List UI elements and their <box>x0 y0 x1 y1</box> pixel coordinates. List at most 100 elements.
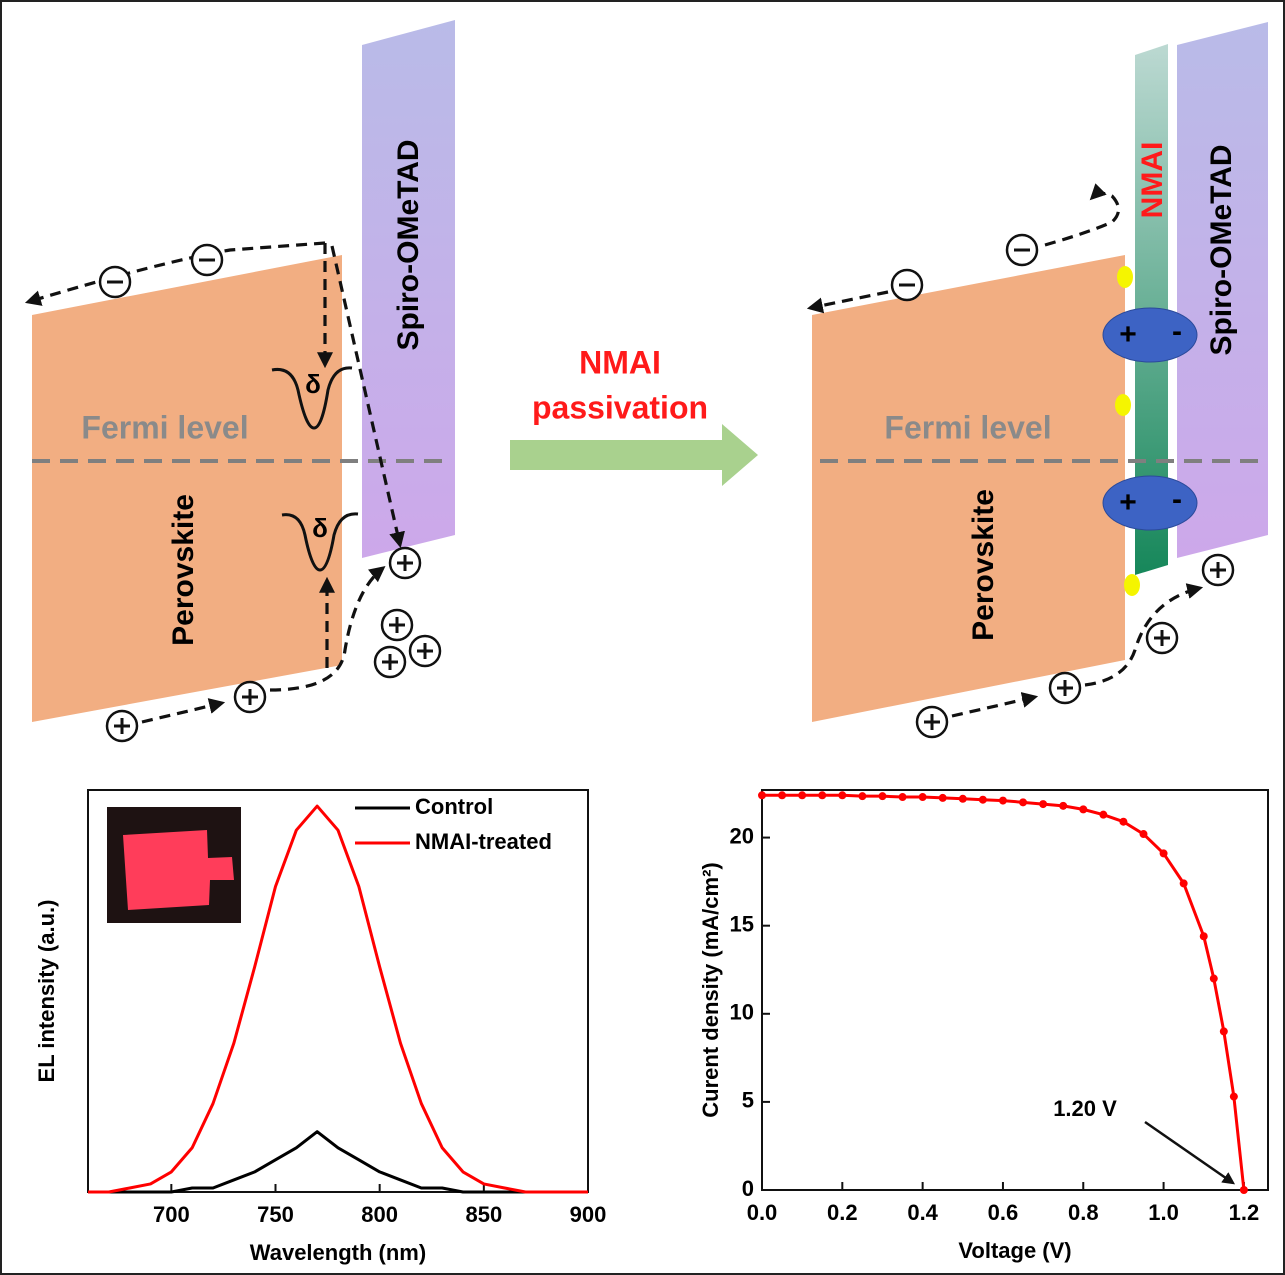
plot-frame <box>761 789 1269 1191</box>
fermi-label: Fermi level <box>81 409 248 445</box>
data-point <box>838 791 847 800</box>
hole <box>1145 621 1179 655</box>
y-tick-label: 20 <box>730 823 754 848</box>
hole <box>408 634 442 668</box>
passivant <box>1117 266 1133 288</box>
data-point <box>1159 849 1168 858</box>
trap-label: δ <box>305 369 321 399</box>
data-point <box>998 796 1007 805</box>
emitting-pixel <box>123 830 234 910</box>
y-axis-title: Curent density (mA/cm²) <box>698 862 723 1117</box>
electron <box>98 265 132 299</box>
data-point <box>1179 879 1188 888</box>
electron <box>190 243 224 277</box>
transition-label: passivation <box>532 389 708 425</box>
y-tick-label: 10 <box>730 1000 754 1025</box>
data-point <box>1209 974 1218 983</box>
data-point <box>1199 932 1208 941</box>
transition-label: NMAI <box>579 344 661 380</box>
series-line <box>88 804 588 1194</box>
x-tick-label: 900 <box>570 1202 607 1227</box>
x-tick-label: 800 <box>361 1202 398 1227</box>
data-point <box>918 793 927 802</box>
perovskite-label: Perovskite <box>967 489 1000 641</box>
x-tick-label: 0.8 <box>1068 1200 1099 1225</box>
data-point <box>798 791 807 800</box>
trap-well <box>281 512 359 572</box>
data-point <box>1099 810 1108 819</box>
hole-path <box>951 692 1039 718</box>
electron-path <box>806 290 889 314</box>
electron-path <box>330 245 405 549</box>
legend-label: NMAI-treated <box>415 829 552 854</box>
dipole <box>1102 307 1198 363</box>
dipole-sign: + <box>1119 318 1137 351</box>
hole-path <box>141 698 226 724</box>
data-point <box>1229 1092 1238 1101</box>
data-point <box>978 795 987 804</box>
spiro-block <box>362 20 455 558</box>
spiro-block <box>1177 22 1268 558</box>
transition-arrow <box>510 424 758 486</box>
x-tick-label: 0.4 <box>907 1200 938 1225</box>
hole <box>1201 553 1235 587</box>
legend-label: Control <box>415 794 493 819</box>
data-point <box>1019 798 1028 807</box>
perovskite-block <box>812 255 1125 722</box>
x-tick-label: 750 <box>257 1202 294 1227</box>
nmai-label: NMAI <box>1136 142 1169 219</box>
hole <box>233 680 267 714</box>
dipole-sign: - <box>1172 315 1182 348</box>
y-tick-label: 5 <box>742 1088 754 1113</box>
perovskite-block <box>32 255 342 722</box>
data-point <box>898 793 907 802</box>
band-diagram-after: Fermi level Perovskite NMAI Spiro-OMeTAD… <box>806 22 1268 722</box>
y-tick-label: 15 <box>730 911 754 936</box>
data-point <box>1059 801 1068 810</box>
x-axis-title: Voltage (V) <box>958 1238 1071 1263</box>
transition: NMAI passivation <box>510 344 758 486</box>
data-point <box>818 791 827 800</box>
fermi-label: Fermi level <box>884 409 1051 445</box>
dipole-sign: + <box>1119 486 1137 519</box>
data-point <box>1239 1186 1248 1194</box>
electron-path <box>1044 183 1121 247</box>
data-point <box>1079 805 1088 814</box>
annotation-arrow <box>1144 1120 1236 1185</box>
data-point <box>878 792 887 801</box>
x-tick-label: 850 <box>465 1202 502 1227</box>
inset-photo <box>107 807 241 923</box>
data-point <box>1119 817 1128 826</box>
data-point <box>938 793 947 802</box>
x-axis-title: Wavelength (nm) <box>250 1240 426 1265</box>
spiro-label: Spiro-OMeTAD <box>1205 144 1238 355</box>
electron <box>1005 233 1039 267</box>
x-tick-label: 700 <box>153 1202 190 1227</box>
plot-frame <box>87 789 589 1193</box>
data-point <box>1219 1027 1228 1036</box>
y-axis-title: EL intensity (a.u.) <box>34 900 59 1083</box>
trap-label: δ <box>312 513 328 543</box>
data-point <box>778 791 787 800</box>
hole-path <box>269 566 386 692</box>
hole <box>105 709 139 743</box>
x-tick-label: 0.0 <box>747 1200 778 1225</box>
passivant <box>1124 574 1140 596</box>
passivant <box>1115 394 1131 416</box>
electron <box>890 268 924 302</box>
hole <box>388 546 422 580</box>
hole <box>373 645 407 679</box>
data-point <box>1139 830 1148 839</box>
data-point <box>958 794 967 803</box>
data-point <box>758 791 766 800</box>
hole <box>380 608 414 642</box>
x-tick-label: 1.2 <box>1229 1200 1260 1225</box>
hole <box>1048 671 1082 705</box>
y-tick-label: 0 <box>742 1176 754 1201</box>
annotation: 1.20 V <box>1053 1096 1117 1121</box>
trap-well <box>271 366 353 430</box>
spiro-label: Spiro-OMeTAD <box>392 139 425 350</box>
hole-path <box>1084 583 1204 687</box>
dipole-sign: - <box>1172 483 1182 516</box>
